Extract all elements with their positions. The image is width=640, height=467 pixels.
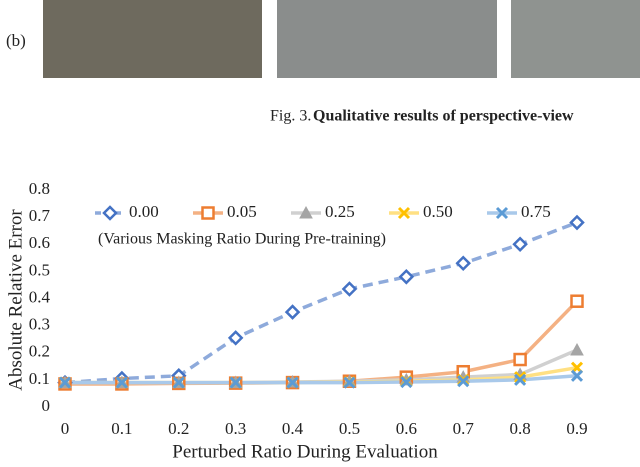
legend-marker	[397, 206, 411, 220]
x-tick-label: 0.9	[566, 419, 587, 438]
x-tick-label: 0	[61, 419, 70, 438]
y-tick-label: 0	[42, 396, 51, 415]
y-tick-label: 0.5	[29, 260, 50, 279]
marker	[569, 214, 585, 231]
marker	[58, 376, 72, 389]
legend-marker	[299, 205, 313, 219]
legend-marker	[201, 206, 215, 220]
x-tick-label: 0.8	[509, 419, 530, 438]
legend-label: 0.00	[129, 202, 159, 221]
marker	[514, 371, 527, 384]
legend-label: 0.05	[227, 202, 257, 221]
y-tick-label: 0.3	[29, 315, 50, 334]
x-tick-label: 0.5	[339, 419, 360, 438]
x-tick-label: 0.7	[453, 419, 475, 438]
caption-label: Fig. 3.	[270, 108, 311, 125]
marker	[398, 269, 415, 285]
marker	[341, 281, 358, 297]
marker	[457, 375, 470, 388]
marker	[400, 375, 413, 389]
marker	[286, 376, 299, 389]
panel-label: (b)	[6, 31, 26, 50]
marker	[455, 255, 471, 272]
marker	[513, 352, 527, 367]
y-tick-label: 0.4	[29, 287, 51, 306]
y-tick-label: 0.8	[29, 179, 50, 198]
series-line	[64, 220, 578, 385]
annotation: (Various Masking Ratio During Pre-traini…	[98, 231, 386, 248]
legend-label: 0.50	[423, 202, 453, 221]
x-tick-label: 0.4	[282, 419, 304, 438]
series-line	[65, 374, 578, 385]
marker	[229, 376, 242, 389]
marker	[227, 330, 244, 346]
y-tick-label: 0.7	[29, 206, 51, 225]
series-line	[65, 299, 579, 386]
marker	[512, 236, 528, 253]
marker	[570, 294, 584, 308]
y-axis-title: Absolute Relative Error	[5, 209, 26, 391]
marker	[514, 373, 527, 386]
marker	[172, 376, 185, 389]
image-road	[277, 0, 497, 78]
legend-marker	[102, 205, 118, 221]
legend-label: 0.25	[325, 202, 355, 221]
marker	[570, 342, 584, 356]
x-tick-label: 0.3	[225, 419, 246, 438]
marker	[284, 304, 301, 320]
legend-marker	[495, 206, 509, 220]
marker	[570, 369, 584, 382]
marker	[343, 376, 356, 389]
y-tick-label: 0.1	[29, 369, 50, 388]
x-tick-label: 0.1	[111, 419, 132, 438]
caption-text: Qualitative results of perspective-view	[313, 108, 574, 125]
y-tick-label: 0.6	[29, 233, 50, 252]
image-road	[511, 0, 640, 78]
image-masked	[43, 0, 262, 78]
x-tick-label: 0.2	[168, 419, 189, 438]
legend-label: 0.75	[521, 202, 551, 221]
x-tick-label: 0.6	[396, 419, 417, 438]
marker	[115, 376, 128, 389]
x-axis-title: Perturbed Ratio During Evaluation	[172, 441, 438, 462]
y-tick-label: 0.2	[29, 342, 50, 361]
